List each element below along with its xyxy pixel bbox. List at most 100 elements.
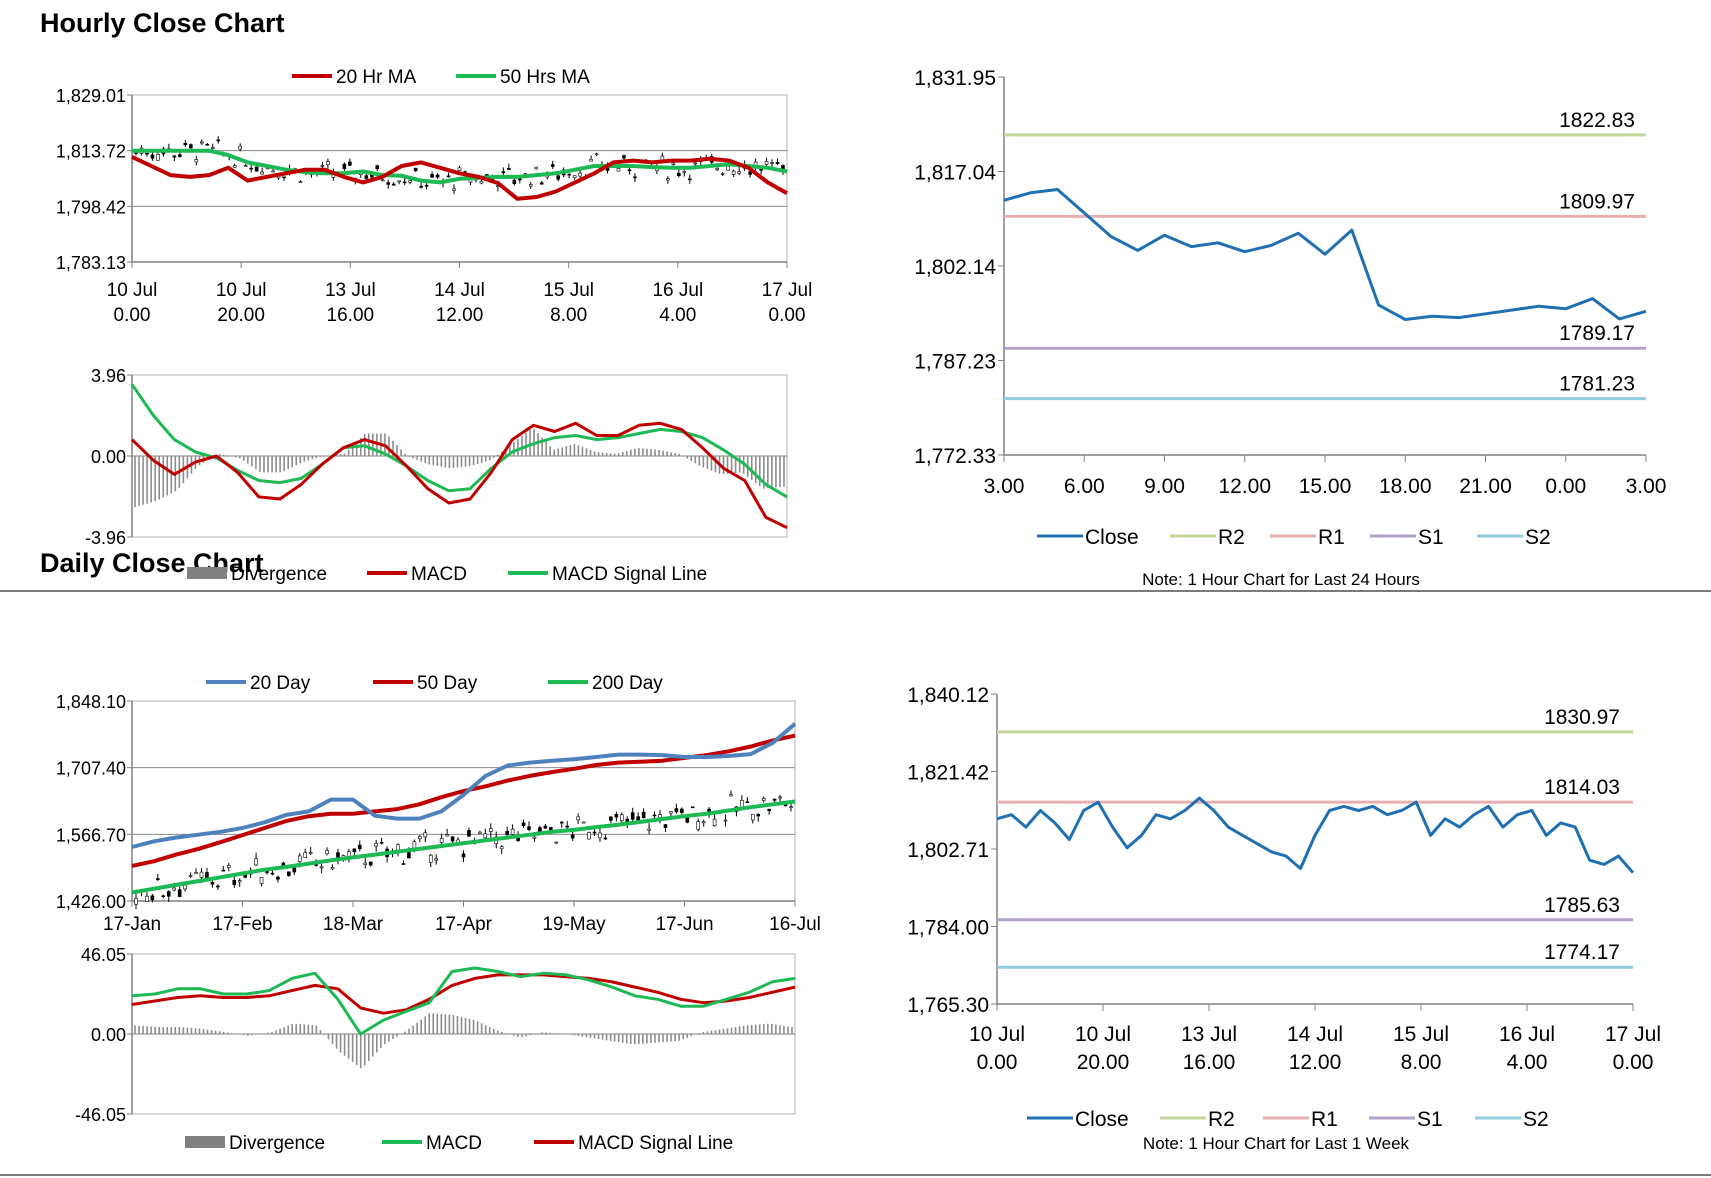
hourly-price-candle-body xyxy=(380,179,385,182)
hourly-close-24h-close-line xyxy=(1003,188,1647,321)
daily-price-candle-body xyxy=(412,841,417,849)
daily-price-candle-body xyxy=(357,844,362,850)
daily-legend-20-day-label: 20 Day xyxy=(250,673,311,694)
hourly-close-24h-ytick-label: 1,831.95 xyxy=(914,67,996,90)
hourly-close-week-xtick-date: 17 Jul xyxy=(1605,1023,1661,1046)
hourly-close-24h-legend-s2-label: S2 xyxy=(1525,526,1551,549)
hourly-price-candle-body xyxy=(397,180,401,183)
daily-price-candle-body xyxy=(352,848,357,853)
daily-macd-macd-line xyxy=(131,966,796,1036)
hourly-price-candle-body xyxy=(501,171,506,174)
daily-price-candle-body xyxy=(641,811,646,819)
daily-price-candle-body xyxy=(527,826,531,830)
daily-price-candle-body xyxy=(445,834,449,837)
hourly-close-24h-legend-s1-label: S1 xyxy=(1418,526,1444,549)
daily-price-candle-body xyxy=(510,828,515,835)
hourly-price-candle-body xyxy=(589,158,593,162)
hourly-price-candle-body xyxy=(402,181,407,184)
hourly-close-week-xtick-time: 20.00 xyxy=(1077,1051,1130,1074)
hourly-price-candle-body xyxy=(145,152,149,155)
hourly-close-week-ytick-label: 1,802.71 xyxy=(907,839,989,862)
hourly-section-title: Hourly Close Chart xyxy=(40,8,285,38)
daily-price-candle-body xyxy=(363,862,368,865)
daily-price-candle-body xyxy=(188,875,193,877)
daily-macd-ytick-label: 0.00 xyxy=(91,1025,126,1045)
daily-price-xtick-label: 17-Apr xyxy=(435,914,493,935)
daily-price-candle-body xyxy=(210,882,215,885)
hourly-price-candle-body xyxy=(419,186,423,188)
hourly-macd-signal-line xyxy=(130,383,788,499)
hourly-price-ytick-label: 1,829.01 xyxy=(56,86,126,106)
daily-price-candle-body xyxy=(761,797,766,801)
daily-price-candle-body xyxy=(226,865,231,869)
hourly-price-candle-body xyxy=(770,162,774,164)
hourly-price-candle-body xyxy=(205,143,210,146)
hourly-price-candle-body xyxy=(189,144,193,149)
daily-price-candle-body xyxy=(521,822,526,827)
hourly-macd-ytick-label: 0.00 xyxy=(91,447,126,467)
hourly-close-week-xtick-date: 16 Jul xyxy=(1499,1023,1555,1046)
daily-price-candle-body xyxy=(161,895,166,898)
daily-price-candle-body xyxy=(609,816,613,821)
hourly-price-ytick-label: 1,798.42 xyxy=(56,197,126,217)
hourly-price-candle-body xyxy=(194,159,199,163)
hourly-close-week-xtick-date: 10 Jul xyxy=(969,1023,1025,1046)
daily-macd-signal-line xyxy=(131,973,796,1015)
hourly-close-week-s2-value: 1774.17 xyxy=(1544,941,1620,964)
daily-price-candle-body xyxy=(434,858,439,861)
daily-price-candle-body xyxy=(658,814,662,818)
hourly-price-candle-body xyxy=(282,176,286,179)
daily-price-candle-body xyxy=(598,832,602,839)
daily-price-candle-body xyxy=(237,880,242,883)
hourly-close-week-legend-s2-label: S2 xyxy=(1523,1108,1549,1131)
hourly-price-candle-body xyxy=(243,165,248,167)
daily-price-candle-body xyxy=(325,850,329,855)
daily-price-plot-frame xyxy=(131,700,796,902)
hourly-price-candle-body xyxy=(232,165,237,168)
hourly-close-24h-r1-value: 1809.97 xyxy=(1559,190,1635,213)
hourly-price-xtick-time: 12.00 xyxy=(436,305,484,326)
daily-price-candle-body xyxy=(156,878,160,880)
daily-price-candle-body xyxy=(292,867,297,873)
daily-price-candle-body xyxy=(270,872,275,875)
daily-price-candle-body xyxy=(467,830,471,837)
daily-price-candle-body xyxy=(319,866,324,869)
hourly-price-candle-body xyxy=(446,175,451,178)
hourly-price-candle-body xyxy=(539,182,544,185)
hourly-close-24h-s1-value: 1789.17 xyxy=(1559,322,1635,345)
daily-price-candle-body xyxy=(554,841,559,844)
hourly-macd-ytick-label: -3.96 xyxy=(85,528,126,548)
daily-price-ytick-label: 1,426.00 xyxy=(56,892,126,912)
hourly-price-candle-body xyxy=(254,166,259,172)
hourly-price-candle-body xyxy=(633,176,637,179)
hourly-legend-20hr-ma-label: 20 Hr MA xyxy=(336,67,417,88)
hourly-close-24h-ytick-label: 1,772.33 xyxy=(914,445,996,468)
hourly-price-candle-body xyxy=(424,184,429,187)
hourly-price-candle-body xyxy=(671,162,676,165)
hourly-price-candle-body xyxy=(238,145,242,150)
daily-price-candle-body xyxy=(729,794,733,797)
daily-price-candle-body xyxy=(663,824,668,828)
hourly-price-candle-body xyxy=(172,155,177,158)
hourly-close-24h-legend-r1-label: R1 xyxy=(1318,526,1345,549)
hourly-price-candle-body xyxy=(764,161,769,165)
hourly-price-candle-body xyxy=(622,155,626,159)
hourly-price-candle-body xyxy=(550,164,555,167)
hourly-price-xtick-time: 4.00 xyxy=(659,305,696,326)
daily-price-ytick-label: 1,848.10 xyxy=(56,692,126,712)
hourly-close-week-xtick-date: 10 Jul xyxy=(1075,1023,1131,1046)
daily-price-ma200-line xyxy=(131,799,796,895)
daily-price-candle-body xyxy=(287,871,291,876)
daily-price-candle-body xyxy=(199,871,204,878)
daily-price-candle-body xyxy=(254,858,258,866)
hourly-price-ma50-line xyxy=(132,148,788,185)
hourly-close-week-legend-r1-label: R1 xyxy=(1311,1108,1338,1131)
hourly-price-candle-body xyxy=(720,173,725,175)
hourly-price-xtick-time: 8.00 xyxy=(550,305,587,326)
hourly-close-week-ytick-label: 1,821.42 xyxy=(907,762,989,785)
hourly-close-24h-xtick-label: 3.00 xyxy=(984,475,1025,498)
daily-macd-ytick-label: 46.05 xyxy=(81,945,126,965)
hourly-price-candle-body xyxy=(594,153,599,156)
daily-price-candle-body xyxy=(592,831,597,834)
hourly-price-candle-body xyxy=(386,182,391,185)
